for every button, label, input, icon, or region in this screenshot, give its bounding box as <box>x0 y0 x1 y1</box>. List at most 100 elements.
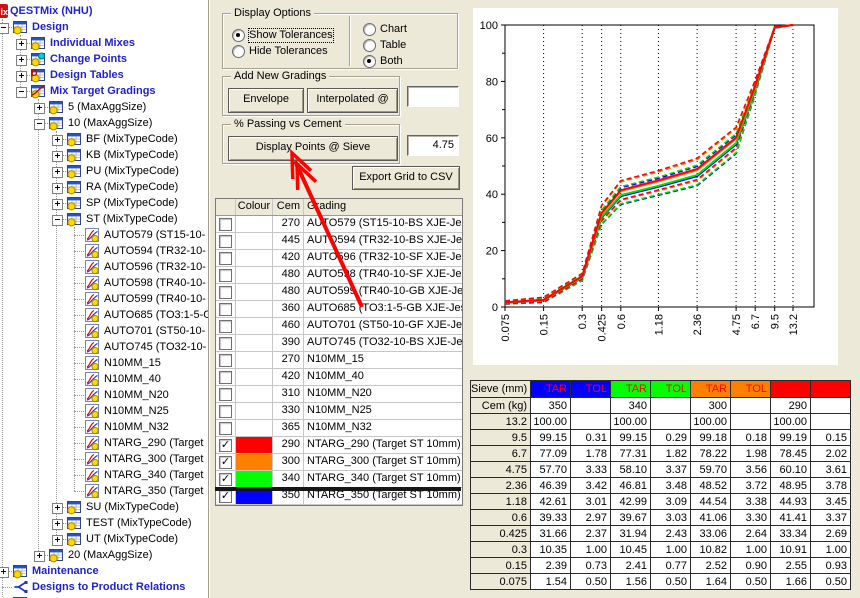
envelope-button[interactable]: Envelope <box>228 88 304 113</box>
unchecked-checkbox-icon[interactable] <box>219 218 232 231</box>
unchecked-checkbox-icon[interactable] <box>219 303 232 316</box>
grading-colour-swatch[interactable] <box>236 216 273 232</box>
display-points-at-sieve-button[interactable]: Display Points @ Sieve <box>228 136 398 161</box>
grading-colour-swatch[interactable] <box>236 454 273 470</box>
grading-row[interactable]: 480 AUTO598 (TR40-10-SF XJE-Jes <box>216 267 462 284</box>
tree-collapse-icon[interactable] <box>34 119 45 130</box>
tree-expand-icon[interactable] <box>34 103 45 114</box>
tree-item-auto685-to3-1-5-g[interactable]: AUTO685 (TO3:1-5-G <box>0 307 208 323</box>
grading-row[interactable]: 330 N10MM_N25 <box>216 403 462 420</box>
export-grid-to-csv-button[interactable]: Export Grid to CSV <box>352 166 460 190</box>
tree-item-auto598-tr40-10[interactable]: AUTO598 (TR40-10- <box>0 275 208 291</box>
tree-item-ra-mixtypecode[interactable]: RA (MixTypeCode) <box>0 179 208 195</box>
unchecked-checkbox-icon[interactable] <box>219 422 232 435</box>
grading-row[interactable]: 420 AUTO596 (TR32-10-SF XJE-Jes <box>216 250 462 267</box>
tree-item-ntarg-340-target[interactable]: NTARG_340 (Target <box>0 467 208 483</box>
grading-row[interactable]: 360 AUTO685 (TO3:1-5-GB XJE-Jes <box>216 301 462 318</box>
interpolated-value-input[interactable] <box>407 86 459 107</box>
grading-colour-swatch[interactable] <box>236 267 273 283</box>
grading-grid-hscrollbar[interactable] <box>215 487 461 491</box>
tree-item-change-points[interactable]: Change Points <box>0 51 208 67</box>
unchecked-checkbox-icon[interactable] <box>219 286 232 299</box>
tree-item-5-maxaggsize[interactable]: 5 (MaxAggSize) <box>0 99 208 115</box>
grading-row[interactable]: 445 AUTO594 (TR32-10-BS XJE-Jes <box>216 233 462 250</box>
tree-item-auto596-tr32-10[interactable]: AUTO596 (TR32-10- <box>0 259 208 275</box>
grading-row[interactable]: ✓ 340 NTARG_340 (Target ST 10mm) <box>216 471 462 488</box>
grading-colour-swatch[interactable] <box>236 318 273 334</box>
checked-checkbox-icon[interactable]: ✓ <box>219 456 232 469</box>
checked-checkbox-icon[interactable]: ✓ <box>219 439 232 452</box>
grading-row[interactable]: 390 AUTO745 (TO32-10-BS XJE-Jes <box>216 335 462 352</box>
tree-item-n10mm-40[interactable]: N10MM_40 <box>0 371 208 387</box>
checked-checkbox-icon[interactable]: ✓ <box>219 473 232 486</box>
tree-expand-icon[interactable] <box>52 151 63 162</box>
unchecked-checkbox-icon[interactable] <box>219 405 232 418</box>
grading-colour-swatch[interactable] <box>236 403 273 419</box>
tree-item-auto594-tr32-10[interactable]: AUTO594 (TR32-10- <box>0 243 208 259</box>
tree-item-qestmix-nhu[interactable]: ix QESTMix (NHU) <box>0 3 208 19</box>
grading-colour-swatch[interactable] <box>236 437 273 453</box>
grading-row[interactable]: 460 AUTO701 (ST50-10-GF XJE-Jes <box>216 318 462 335</box>
grading-colour-swatch[interactable] <box>236 335 273 351</box>
tree-collapse-icon[interactable] <box>52 215 63 226</box>
tree-expand-icon[interactable] <box>16 39 27 50</box>
tree-item-pu-mixtypecode[interactable]: PU (MixTypeCode) <box>0 163 208 179</box>
grading-colour-swatch[interactable] <box>236 420 273 436</box>
tree-item-kb-mixtypecode[interactable]: KB (MixTypeCode) <box>0 147 208 163</box>
unchecked-checkbox-icon[interactable] <box>219 371 232 384</box>
grading-row[interactable]: 270 N10MM_15 <box>216 352 462 369</box>
tree-item-ntarg-290-target[interactable]: NTARG_290 (Target <box>0 435 208 451</box>
grading-colour-swatch[interactable] <box>236 471 273 487</box>
unchecked-checkbox-icon[interactable] <box>219 235 232 248</box>
tree-item-n10mm-n20[interactable]: N10MM_N20 <box>0 387 208 403</box>
grading-row[interactable]: 270 AUTO579 (ST15-10-BS XJE-Jes <box>216 216 462 233</box>
tree-item-design[interactable]: Design <box>0 19 208 35</box>
tree-item-auto579-st15-10[interactable]: AUTO579 (ST15-10- <box>0 227 208 243</box>
tree-item-design-tables[interactable]: D Design Tables <box>0 67 208 83</box>
checked-checkbox-icon[interactable]: ✓ <box>219 490 232 503</box>
tree-expand-icon[interactable] <box>52 519 63 530</box>
unchecked-checkbox-icon[interactable] <box>219 320 232 333</box>
tree-item-mix-target-gradings[interactable]: Mix Target Gradings <box>0 83 208 99</box>
unchecked-checkbox-icon[interactable] <box>219 337 232 350</box>
tree-expand-icon[interactable] <box>16 55 27 66</box>
grading-colour-swatch[interactable] <box>236 284 273 300</box>
grading-colour-swatch[interactable] <box>236 386 273 402</box>
grading-row[interactable]: 480 AUTO599 (TR40-10-GB XJE-Je <box>216 284 462 301</box>
tree-item-ntarg-350-target[interactable]: NTARG_350 (Target <box>0 483 208 499</box>
grading-colour-swatch[interactable] <box>236 352 273 368</box>
interpolated-at-button[interactable]: Interpolated @ <box>307 88 398 113</box>
tree-item-n10mm-n32[interactable]: N10MM_N32 <box>0 419 208 435</box>
grading-row[interactable]: 310 N10MM_N20 <box>216 386 462 403</box>
tree-item-10-maxaggsize[interactable]: 10 (MaxAggSize) <box>0 115 208 131</box>
tree-expand-icon[interactable] <box>52 503 63 514</box>
tree-item-su-mixtypecode[interactable]: SU (MixTypeCode) <box>0 499 208 515</box>
grading-row[interactable]: ✓ 300 NTARG_300 (Target ST 10mm) <box>216 454 462 471</box>
grading-colour-swatch[interactable] <box>236 488 273 504</box>
tree-expand-icon[interactable] <box>34 551 45 562</box>
tree-item-st-mixtypecode[interactable]: ST (MixTypeCode) <box>0 211 208 227</box>
tree-expand-icon[interactable] <box>16 71 27 82</box>
tree-item-sp-mixtypecode[interactable]: SP (MixTypeCode) <box>0 195 208 211</box>
tree-item-n10mm-15[interactable]: N10MM_15 <box>0 355 208 371</box>
tree-collapse-icon[interactable] <box>16 87 27 98</box>
grading-colour-swatch[interactable] <box>236 369 273 385</box>
tree-expand-icon[interactable] <box>52 535 63 546</box>
tree-item-auto599-tr40-10[interactable]: AUTO599 (TR40-10- <box>0 291 208 307</box>
tree-item-bf-mixtypecode[interactable]: BF (MixTypeCode) <box>0 131 208 147</box>
grading-row[interactable]: ✓ 290 NTARG_290 (Target ST 10mm) <box>216 437 462 454</box>
grading-colour-swatch[interactable] <box>236 250 273 266</box>
tree-item-ut-mixtypecode[interactable]: UT (MixTypeCode) <box>0 531 208 547</box>
tree-expand-icon[interactable] <box>52 199 63 210</box>
tree-item-individual-mixes[interactable]: Individual Mixes <box>0 35 208 51</box>
tree-item-test-mixtypecode[interactable]: TEST (MixTypeCode) <box>0 515 208 531</box>
tree-item-auto701-st50-10[interactable]: AUTO701 (ST50-10- <box>0 323 208 339</box>
unchecked-checkbox-icon[interactable] <box>219 354 232 367</box>
tree-item-ntarg-300-target[interactable]: NTARG_300 (Target <box>0 451 208 467</box>
grading-row[interactable]: ✓ 350 NTARG_350 (Target ST 10mm) <box>216 488 462 505</box>
tree-item-designs-to-product-relations[interactable]: Designs to Product Relations <box>0 579 208 595</box>
unchecked-checkbox-icon[interactable] <box>219 388 232 401</box>
grading-colour-swatch[interactable] <box>236 233 273 249</box>
tree-item-20-maxaggsize[interactable]: 20 (MaxAggSize) <box>0 547 208 563</box>
tree-expand-icon[interactable] <box>52 135 63 146</box>
